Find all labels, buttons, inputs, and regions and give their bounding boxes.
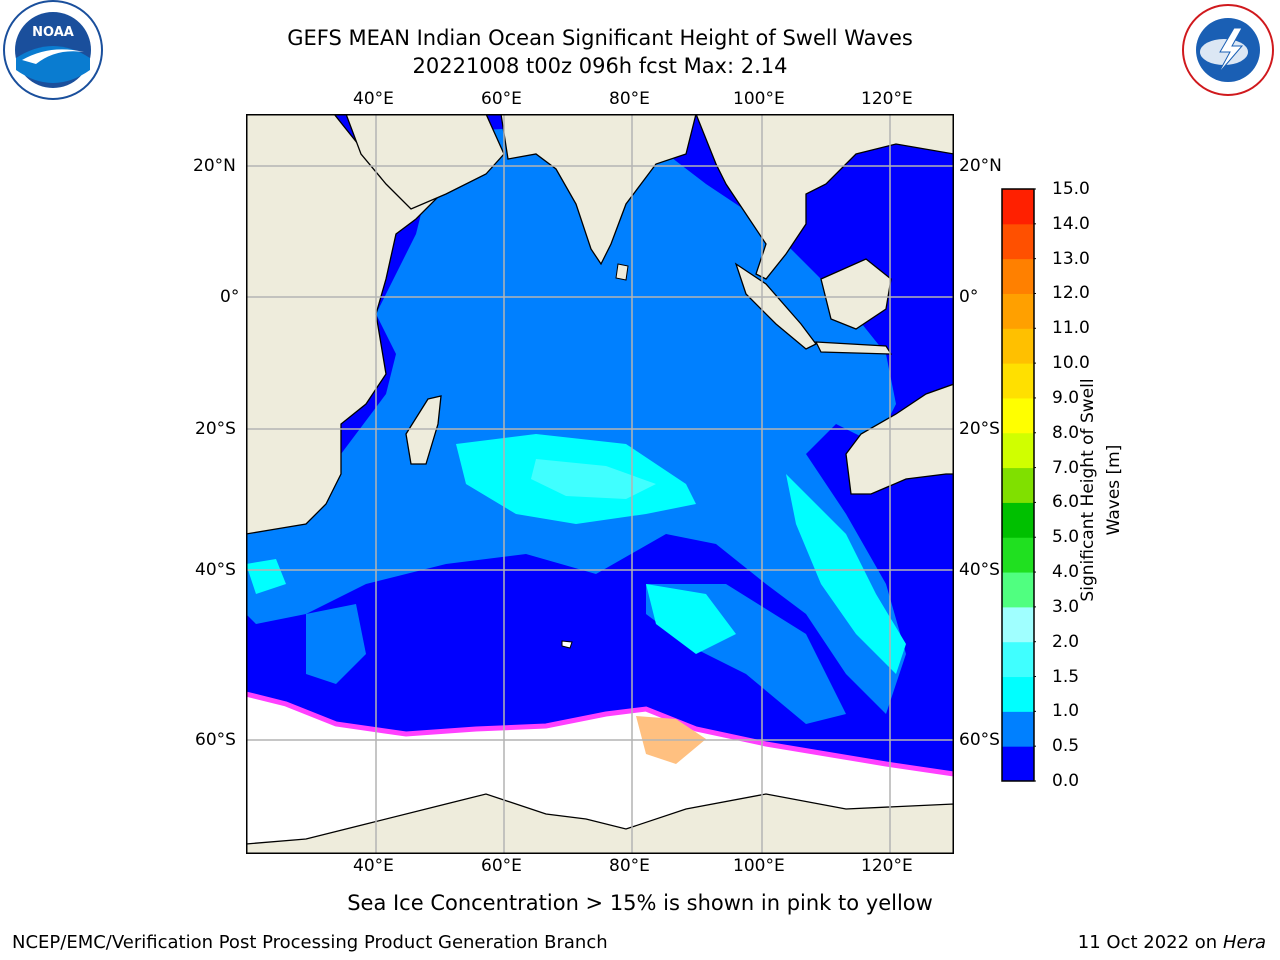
noaa-logo-text: NOAA bbox=[32, 25, 74, 40]
lon-label-bottom-60e: 60°E bbox=[481, 856, 522, 876]
colorbar-segment bbox=[1002, 293, 1034, 329]
colorbar-tick-label: 12.0 bbox=[1052, 283, 1090, 304]
chart-subtitle: 20221008 t00z 096h fcst Max: 2.14 bbox=[412, 54, 788, 78]
colorbar-segment bbox=[1002, 676, 1034, 712]
lat-label-right-60s: 60°S bbox=[959, 730, 1000, 750]
colorbar-segment bbox=[1002, 258, 1034, 294]
kerguelen-island bbox=[561, 640, 573, 649]
nws-logo bbox=[1182, 4, 1274, 96]
colorbar-segment bbox=[1002, 711, 1034, 747]
colorbar-tick-label: 2.0 bbox=[1052, 631, 1080, 652]
borneo-land bbox=[820, 258, 892, 330]
lat-label-left-20s: 20°S bbox=[195, 419, 236, 439]
colorbar-tick-label: 7.0 bbox=[1052, 457, 1080, 478]
colorbar-tick-label: 6.0 bbox=[1052, 492, 1080, 513]
colorbar-segment bbox=[1002, 467, 1034, 503]
colorbar-tick-label: 4.0 bbox=[1052, 562, 1080, 583]
colorbar-tick-label: 5.0 bbox=[1052, 527, 1080, 548]
lat-label-right-40s: 40°S bbox=[959, 560, 1000, 580]
colorbar-segment bbox=[1002, 746, 1034, 782]
sea-ice-edge bbox=[246, 691, 954, 777]
arabia-land bbox=[345, 114, 505, 210]
lat-label-right-20n: 20°N bbox=[959, 156, 1002, 176]
colorbar-segment bbox=[1002, 606, 1034, 643]
colorbar-border bbox=[1001, 188, 1035, 782]
lon-label-top-60e: 60°E bbox=[481, 89, 522, 109]
colorbar-segment bbox=[1002, 537, 1034, 573]
machine-name: Hera bbox=[1222, 932, 1266, 953]
noaa-logo: NOAA bbox=[3, 0, 103, 100]
india-land bbox=[500, 114, 697, 266]
colorbar-segment bbox=[1002, 641, 1034, 678]
colorbar-tick-label: 0.0 bbox=[1052, 771, 1080, 791]
lat-label-left-20n: 20°N bbox=[193, 156, 236, 176]
colorbar-tick-label: 1.0 bbox=[1052, 701, 1080, 722]
lat-label-left-60s: 60°S bbox=[195, 730, 236, 750]
map-gridlines bbox=[246, 114, 954, 854]
colorbar-tick-label: 11.0 bbox=[1052, 318, 1090, 339]
date-value: 11 Oct 2022 on bbox=[1077, 932, 1218, 953]
colorbar-tick-label: 1.5 bbox=[1052, 666, 1080, 687]
lat-label-right-0: 0° bbox=[959, 287, 979, 307]
map-border bbox=[246, 114, 954, 854]
madagascar-land bbox=[405, 395, 442, 465]
antarctica-land bbox=[246, 793, 954, 854]
colorbar-tick-label: 15.0 bbox=[1052, 179, 1090, 199]
lat-label-right-20s: 20°S bbox=[959, 419, 1000, 439]
swell-1.5-2m-region bbox=[531, 459, 656, 499]
chart-title: GEFS MEAN Indian Ocean Significant Heigh… bbox=[287, 26, 913, 50]
lon-label-top-120e: 120°E bbox=[861, 89, 913, 109]
colorbar-segment bbox=[1002, 189, 1034, 225]
lon-label-bottom-100e: 100°E bbox=[733, 856, 785, 876]
colorbar-tick-label: 13.0 bbox=[1052, 248, 1090, 269]
lon-label-bottom-40e: 40°E bbox=[353, 856, 394, 876]
lat-label-left-0: 0° bbox=[220, 287, 240, 307]
lat-label-left-40s: 40°S bbox=[195, 560, 236, 580]
colorbar-segment bbox=[1002, 572, 1034, 608]
colorbar-tick-label: 0.5 bbox=[1052, 736, 1080, 757]
credit-text: NCEP/EMC/Verification Post Processing Pr… bbox=[12, 932, 608, 953]
colorbar-segment bbox=[1002, 223, 1034, 260]
colorbar-label-line1: Significant Height of Swell bbox=[1078, 378, 1098, 602]
sea-ice-note: Sea Ice Concentration > 15% is shown in … bbox=[347, 891, 933, 915]
colorbar-segment bbox=[1002, 363, 1034, 399]
australia-land bbox=[845, 383, 954, 495]
lon-label-bottom-120e: 120°E bbox=[861, 856, 913, 876]
colorbar-tick-label: 8.0 bbox=[1052, 422, 1080, 443]
lon-label-top-100e: 100°E bbox=[733, 89, 785, 109]
colorbar-segment bbox=[1002, 397, 1034, 434]
lon-label-bottom-80e: 80°E bbox=[609, 856, 650, 876]
colorbar-label-line2: Waves [m] bbox=[1104, 444, 1124, 536]
colorbar-tick-label: 10.0 bbox=[1052, 353, 1090, 374]
colorbar-tick-label: 3.0 bbox=[1052, 596, 1080, 617]
colorbar-tick-label: 14.0 bbox=[1052, 213, 1090, 234]
java-land bbox=[815, 341, 893, 355]
lon-label-top-40e: 40°E bbox=[353, 89, 394, 109]
swell-height-map bbox=[246, 114, 954, 854]
colorbar-label: Significant Height of Swell Waves [m] bbox=[1078, 378, 1140, 601]
colorbar-tick-label: 9.0 bbox=[1052, 387, 1080, 408]
lon-label-top-80e: 80°E bbox=[609, 89, 650, 109]
sri-lanka-land bbox=[615, 263, 629, 281]
colorbar bbox=[1001, 188, 1036, 782]
colorbar-segment bbox=[1002, 328, 1034, 364]
sumatra-land bbox=[734, 262, 817, 350]
colorbar-segment bbox=[1002, 502, 1034, 538]
southeast-asia-land bbox=[695, 114, 954, 280]
colorbar-segment bbox=[1002, 432, 1034, 469]
date-text: 11 Oct 2022 on Hera bbox=[1078, 932, 1266, 953]
